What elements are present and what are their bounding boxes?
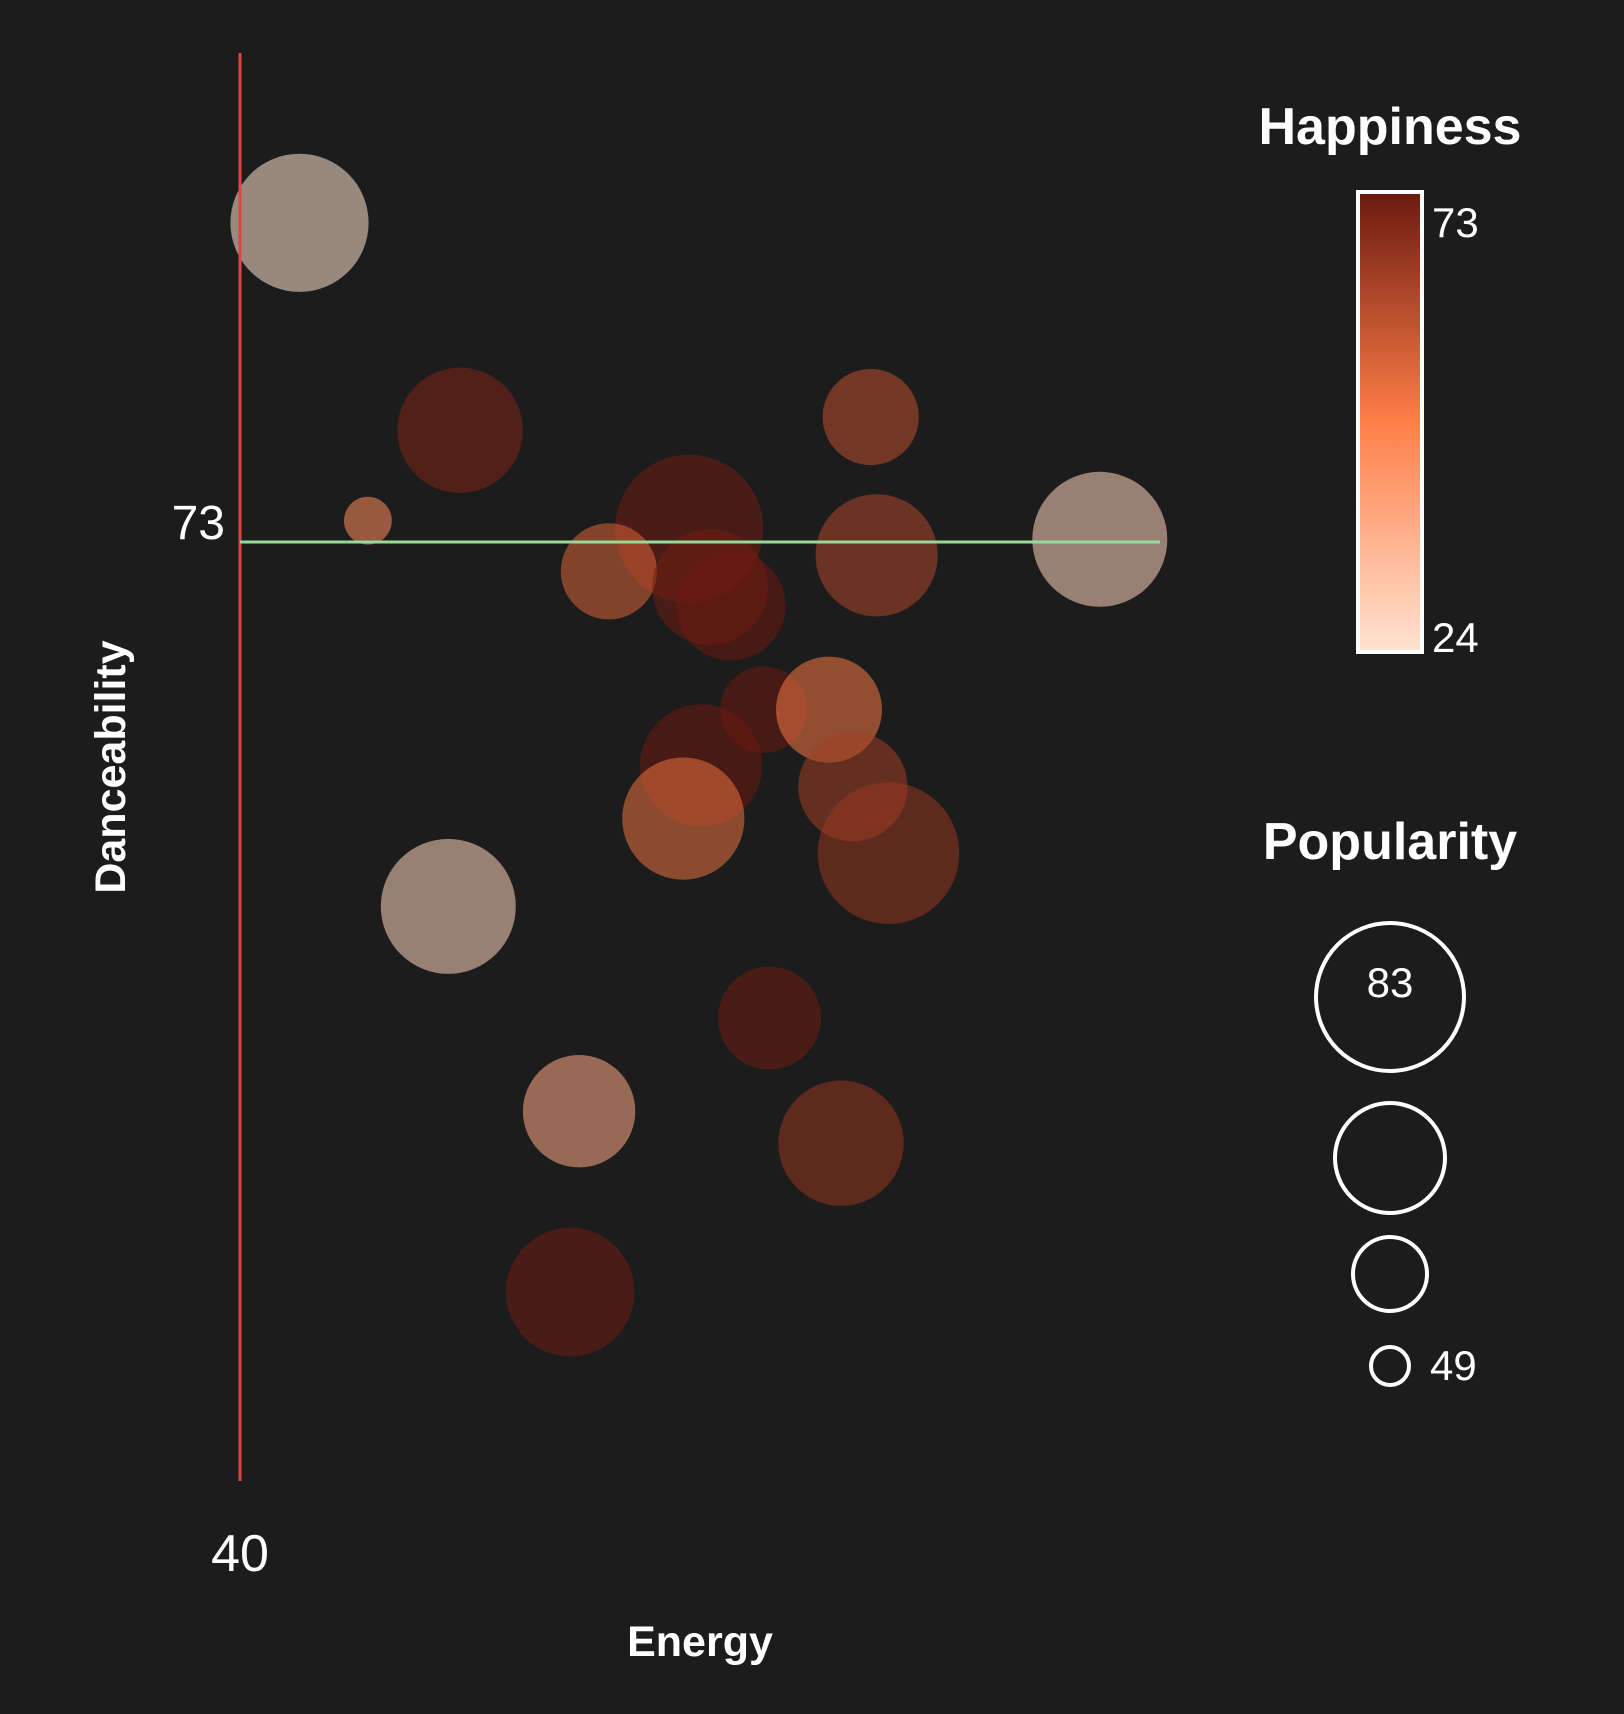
- size-legend-circle-min: [1369, 1345, 1411, 1387]
- bubble-point: [397, 367, 523, 493]
- bubble-point: [718, 966, 821, 1070]
- color-legend-title: Happiness: [1259, 98, 1522, 156]
- bubble-point: [676, 551, 786, 661]
- size-legend-circle-mid: [1333, 1101, 1447, 1215]
- y-axis-title: Danceability: [87, 640, 135, 893]
- size-legend-max-label: 83: [1367, 959, 1414, 1006]
- x-tick-label: 40: [211, 1525, 269, 1583]
- bubble-point: [815, 494, 938, 617]
- bubble-point: [817, 782, 960, 924]
- bubble-layer: [230, 153, 1168, 1357]
- size-legend-title: Popularity: [1263, 813, 1517, 871]
- bubble-point: [778, 1080, 904, 1206]
- bubble-point: [344, 496, 392, 545]
- size-legend-circle-large: [1314, 921, 1466, 1073]
- bubble-point: [822, 368, 919, 466]
- y-tick-label: 73: [172, 497, 225, 550]
- bubble-point: [230, 153, 369, 292]
- bubble-point: [505, 1227, 635, 1357]
- color-legend-bar: [1356, 190, 1424, 654]
- bubble-point: [522, 1055, 636, 1168]
- size-legend-min-label: 49: [1430, 1342, 1477, 1389]
- bubble-point: [560, 523, 658, 620]
- color-legend-min-label: 24: [1432, 614, 1479, 661]
- color-legend-max-label: 73: [1432, 199, 1479, 246]
- bubble-point: [622, 757, 745, 880]
- size-legend-circle-small: [1351, 1235, 1429, 1313]
- x-axis-title: Energy: [627, 1618, 773, 1666]
- bubble-point: [1032, 471, 1168, 607]
- bubble-point: [380, 838, 516, 974]
